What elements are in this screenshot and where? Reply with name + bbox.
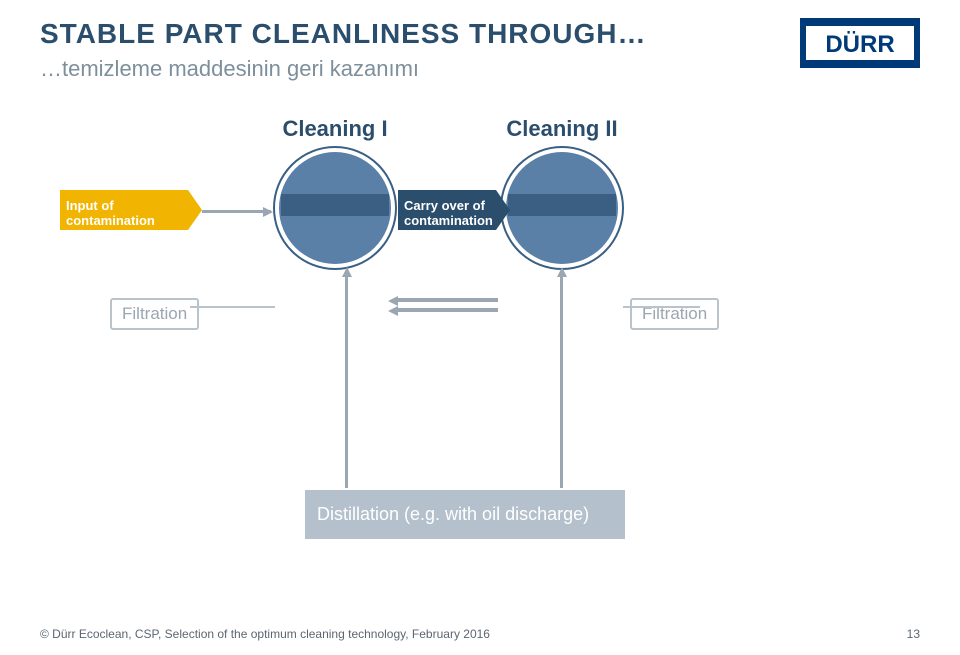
- filtration-box-left: Filtration: [110, 298, 199, 330]
- tag-carry-over: Carry over ofcontamination: [398, 190, 496, 230]
- page-title: STABLE PART CLEANLINESS THROUGH…: [40, 18, 647, 50]
- stage-circle-2-chord: [508, 194, 616, 216]
- page-number: 13: [907, 627, 920, 641]
- filtration-box-right: Filtration: [630, 298, 719, 330]
- svg-text:DÜRR: DÜRR: [825, 31, 894, 58]
- process-diagram: Cleaning I Cleaning II Input ofcontamina…: [0, 120, 960, 560]
- stage-label-cleaning-1: Cleaning I: [235, 116, 435, 142]
- stage-circle-1-chord: [281, 194, 389, 216]
- footer-copyright: © Dürr Ecoclean, CSP, Selection of the o…: [40, 627, 490, 641]
- stage-label-cleaning-2: Cleaning II: [462, 116, 662, 142]
- distillation-box: Distillation (e.g. with oil discharge): [305, 490, 625, 539]
- brand-logo: DÜRR: [800, 18, 920, 73]
- page-subtitle: …temizleme maddesinin geri kazanımı: [40, 56, 647, 82]
- tag-input-contamination: Input ofcontamination: [60, 190, 188, 230]
